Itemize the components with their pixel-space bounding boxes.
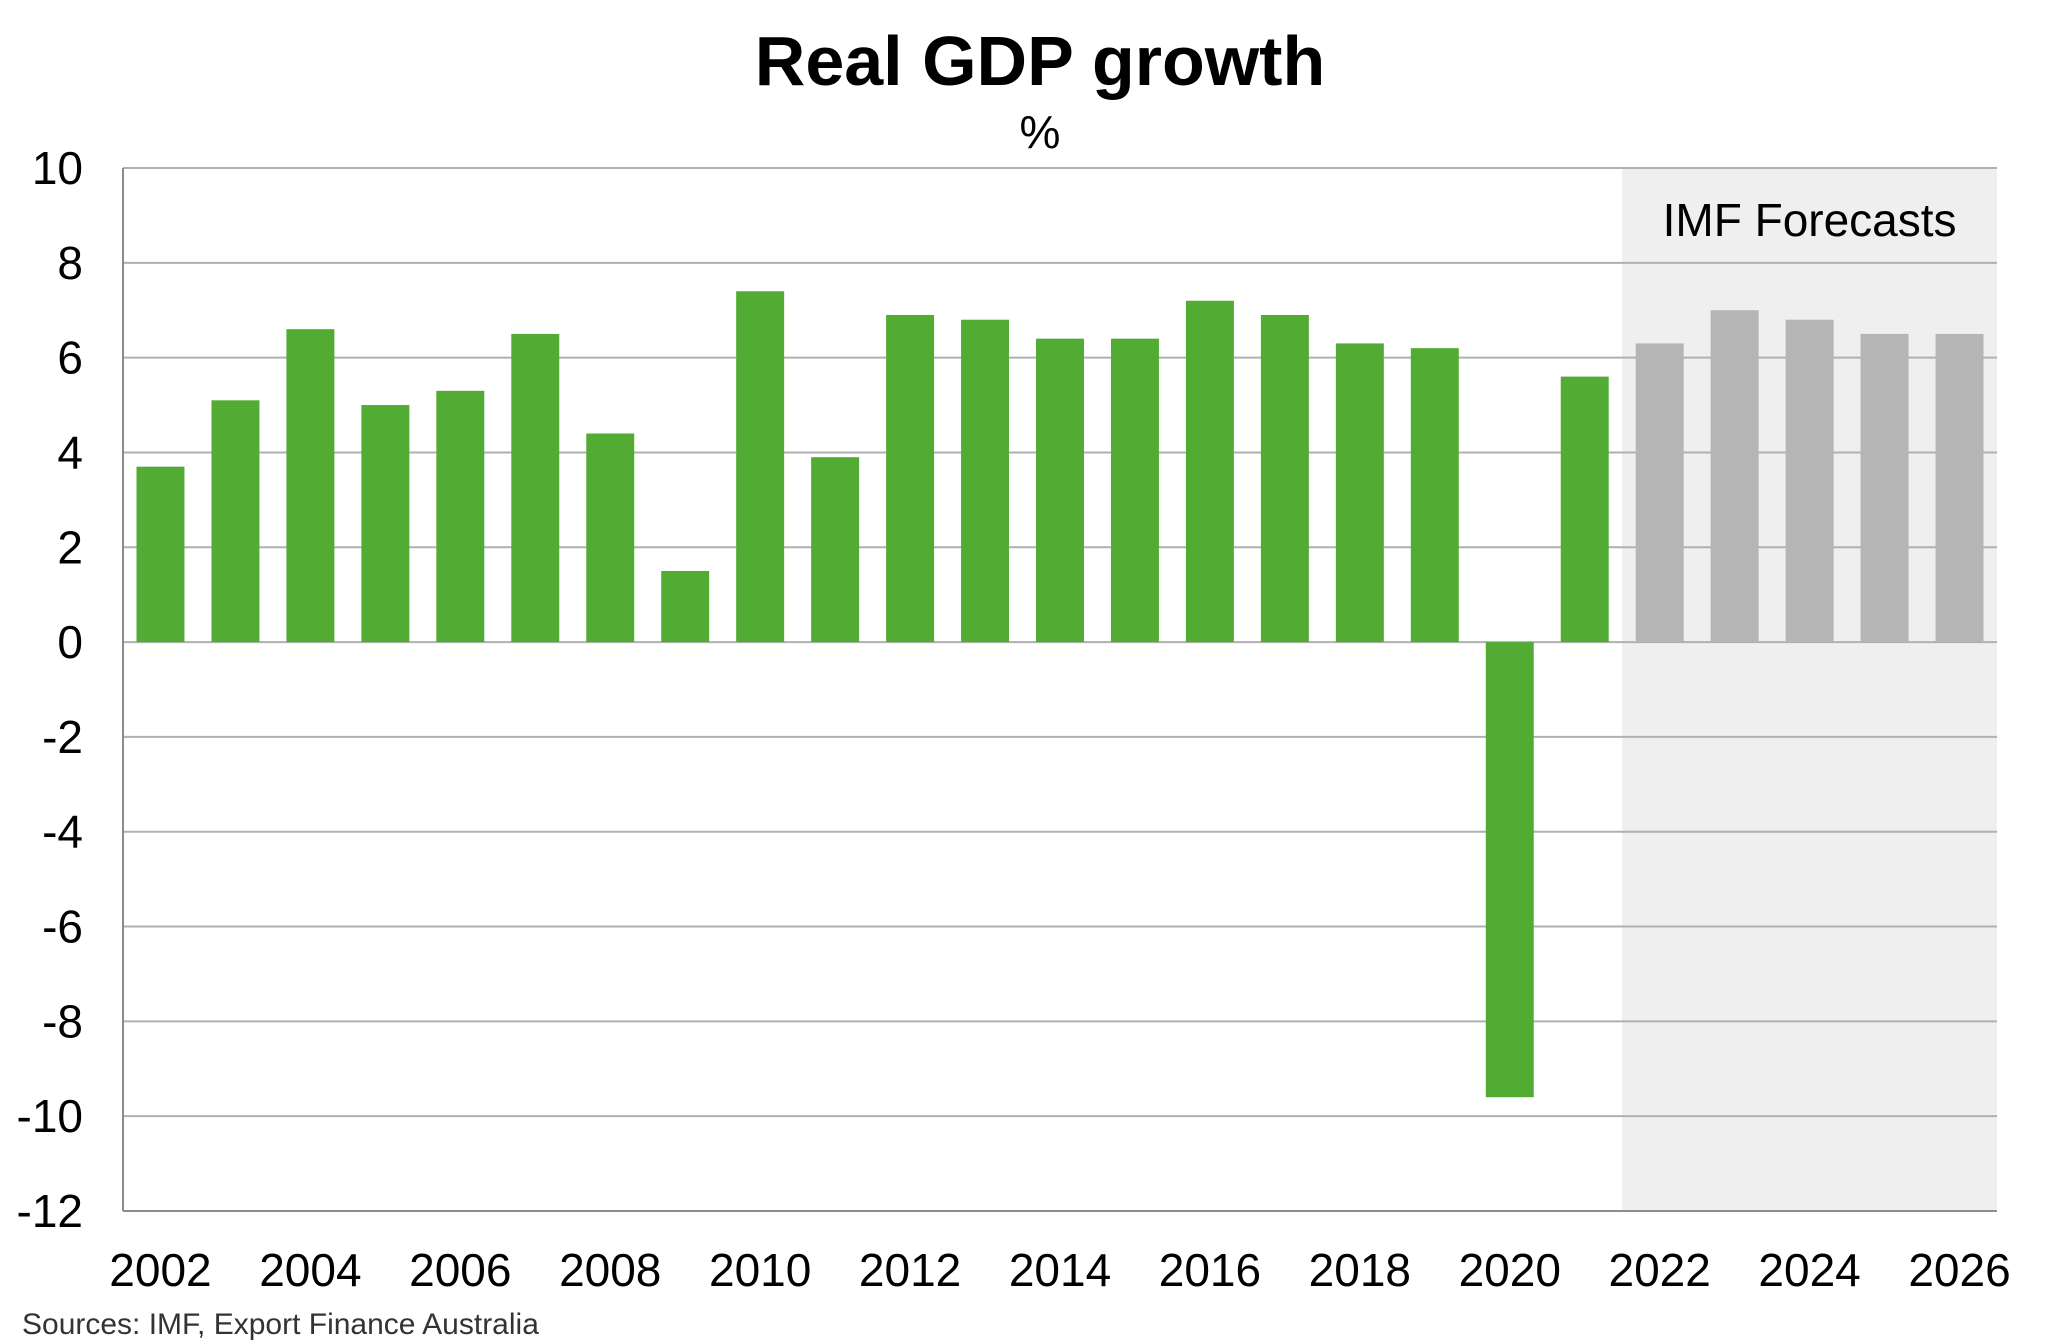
x-tick-label: 2026 <box>1908 1244 2010 1296</box>
x-tick-label: 2024 <box>1758 1244 1860 1296</box>
y-tick-label: 0 <box>57 616 83 668</box>
x-tick-label: 2020 <box>1459 1244 1561 1296</box>
y-tick-label: 10 <box>32 142 83 194</box>
x-tick-label: 2002 <box>109 1244 211 1296</box>
bar-2020 <box>1485 642 1534 1098</box>
bar-2021 <box>1560 376 1609 643</box>
y-tick-label: -10 <box>17 1090 83 1142</box>
bar-2004 <box>286 329 335 643</box>
bar-2009 <box>661 570 710 643</box>
bar-2023 <box>1710 310 1759 643</box>
bar-2022 <box>1635 343 1684 643</box>
gridlines <box>123 167 1997 1118</box>
bar-2012 <box>886 314 935 643</box>
bar-2018 <box>1335 343 1384 643</box>
y-tick-label: 8 <box>57 237 83 289</box>
bar-2013 <box>961 319 1010 643</box>
bar-2003 <box>211 400 260 643</box>
bar-2006 <box>436 390 485 643</box>
bar-2015 <box>1110 338 1159 643</box>
bar-2024 <box>1785 319 1834 643</box>
x-tick-label: 2022 <box>1609 1244 1711 1296</box>
x-tick-label: 2004 <box>259 1244 361 1296</box>
x-tick-label: 2012 <box>859 1244 961 1296</box>
x-tick-label: 2008 <box>559 1244 661 1296</box>
chart-title: Real GDP growth <box>755 22 1325 100</box>
y-tick-labels: 10 8 6 4 2 0 -2 -4 -6 -8 -10 -12 <box>17 142 83 1237</box>
x-tick-labels: 2002 2004 2006 2008 2010 2012 2014 2016 2018 2020… <box>109 1244 2010 1296</box>
x-tick-label: 2018 <box>1309 1244 1411 1296</box>
y-tick-label: 2 <box>57 521 83 573</box>
bar-2026 <box>1935 333 1984 643</box>
y-tick-label: -6 <box>42 901 83 953</box>
bars <box>136 291 1984 1098</box>
bar-2008 <box>586 433 635 643</box>
x-tick-label: 2014 <box>1009 1244 1111 1296</box>
bar-2011 <box>811 457 860 643</box>
bar-2016 <box>1185 300 1234 643</box>
bar-2019 <box>1410 348 1459 643</box>
bar-2010 <box>736 291 785 643</box>
y-tick-label: -12 <box>17 1185 83 1237</box>
chart-subtitle: % <box>1020 106 1061 158</box>
bar-2025 <box>1860 333 1909 643</box>
y-tick-label: 4 <box>57 426 83 478</box>
bar-2005 <box>361 405 410 643</box>
bar-2014 <box>1036 338 1084 643</box>
y-tick-label: -8 <box>42 995 83 1047</box>
forecast-annotation: IMF Forecasts <box>1663 194 1957 246</box>
x-tick-label: 2006 <box>409 1244 511 1296</box>
source-note: Sources: IMF, Export Finance Australia <box>22 1308 539 1341</box>
x-tick-label: 2016 <box>1159 1244 1261 1296</box>
x-tick-label: 2010 <box>709 1244 811 1296</box>
y-tick-label: -2 <box>42 711 83 763</box>
bar-2017 <box>1260 314 1309 643</box>
bar-2007 <box>511 333 560 643</box>
y-tick-label: -4 <box>42 806 83 858</box>
bar-2002 <box>136 466 185 643</box>
y-tick-label: 6 <box>57 332 83 384</box>
